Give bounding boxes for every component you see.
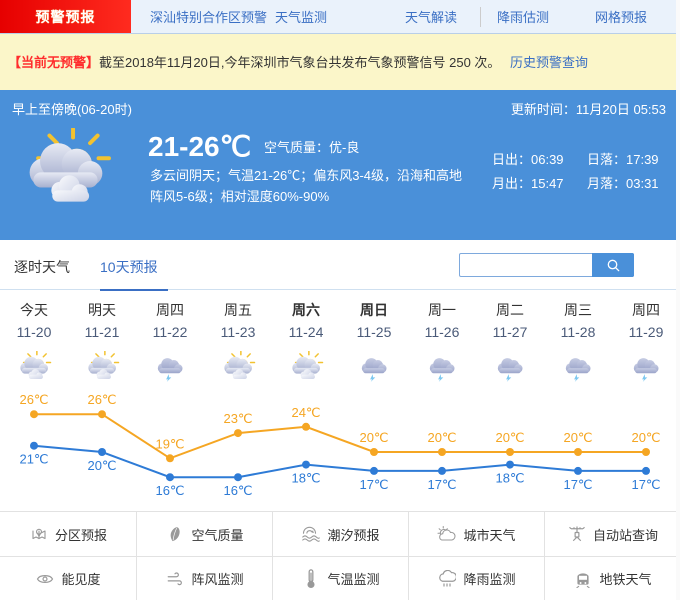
svg-text:17℃: 17℃ xyxy=(563,477,592,492)
svg-text:18℃: 18℃ xyxy=(291,471,320,486)
svg-text:18℃: 18℃ xyxy=(495,471,524,486)
svg-text:26℃: 26℃ xyxy=(19,392,48,407)
svg-text:17℃: 17℃ xyxy=(359,477,388,492)
svg-text:19℃: 19℃ xyxy=(155,436,184,451)
svg-text:17℃: 17℃ xyxy=(427,477,456,492)
svg-text:20℃: 20℃ xyxy=(631,430,660,445)
svg-text:16℃: 16℃ xyxy=(155,483,184,498)
svg-text:20℃: 20℃ xyxy=(87,458,116,473)
svg-text:20℃: 20℃ xyxy=(359,430,388,445)
svg-text:24℃: 24℃ xyxy=(291,405,320,420)
svg-text:16℃: 16℃ xyxy=(223,483,252,498)
svg-text:21℃: 21℃ xyxy=(19,452,48,467)
svg-text:17℃: 17℃ xyxy=(631,477,660,492)
svg-text:20℃: 20℃ xyxy=(563,430,592,445)
svg-text:26℃: 26℃ xyxy=(87,392,116,407)
svg-text:23℃: 23℃ xyxy=(223,411,252,426)
svg-text:20℃: 20℃ xyxy=(427,430,456,445)
svg-text:20℃: 20℃ xyxy=(495,430,524,445)
